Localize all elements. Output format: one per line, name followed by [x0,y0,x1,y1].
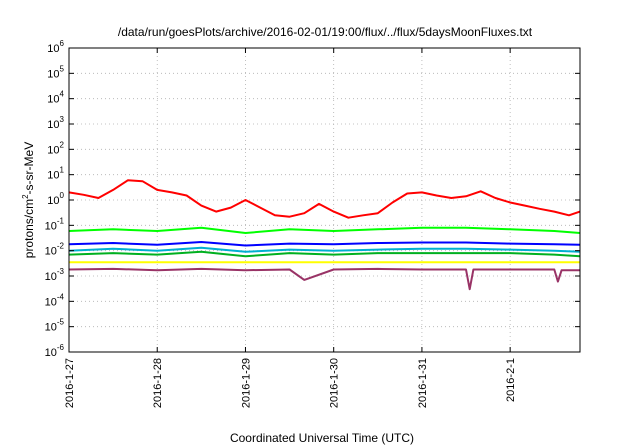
x-tick-label: 2016-1-27 [64,358,76,408]
x-axis-label: Coordinated Universal Time (UTC) [230,431,414,445]
series-line-3 [68,246,581,253]
y-tick-label: 10-5 [45,318,65,334]
y-tick-label: 104 [47,90,64,106]
series-line-2 [68,226,581,234]
y-tick-label: 10-6 [45,343,65,359]
x-tick-label: 2016-1-29 [240,358,252,408]
x-tick-label: 2016-1-28 [152,358,164,408]
y-axis-ticks: 10-6 10-5 10-4 10-3 10-2 10-1 100 101 102 103 104 1… [45,39,580,359]
x-axis-ticks: 2016-1-27 2016-1-28 2016-1-29 2016-1-30 2016… [64,48,517,408]
x-tick-label: 2016-2-1 [505,358,517,402]
y-tick-label: 10-2 [45,242,65,258]
y-tick-label: 102 [47,140,64,156]
series-line-5 [68,250,581,258]
y-tick-label: 106 [47,39,64,55]
y-tick-label: 10-4 [45,292,65,308]
chart-title: /data/run/goesPlots/archive/2016-02-01/1… [118,25,533,39]
x-tick-label: 2016-1-30 [329,358,341,408]
y-tick-label: 100 [47,191,64,207]
series-line-4 [68,241,581,247]
series-group [68,179,581,291]
series-line-7 [68,267,580,291]
y-axis-label: protons/cm2-s-sr-MeV [21,142,36,258]
y-tick-label: 10-3 [45,267,65,283]
series-line-1 [68,179,581,219]
y-tick-label: 101 [47,166,64,182]
y-tick-label: 10-1 [45,216,65,232]
y-tick-label: 103 [47,115,64,131]
x-tick-label: 2016-1-31 [417,358,429,408]
y-tick-label: 105 [47,64,64,80]
